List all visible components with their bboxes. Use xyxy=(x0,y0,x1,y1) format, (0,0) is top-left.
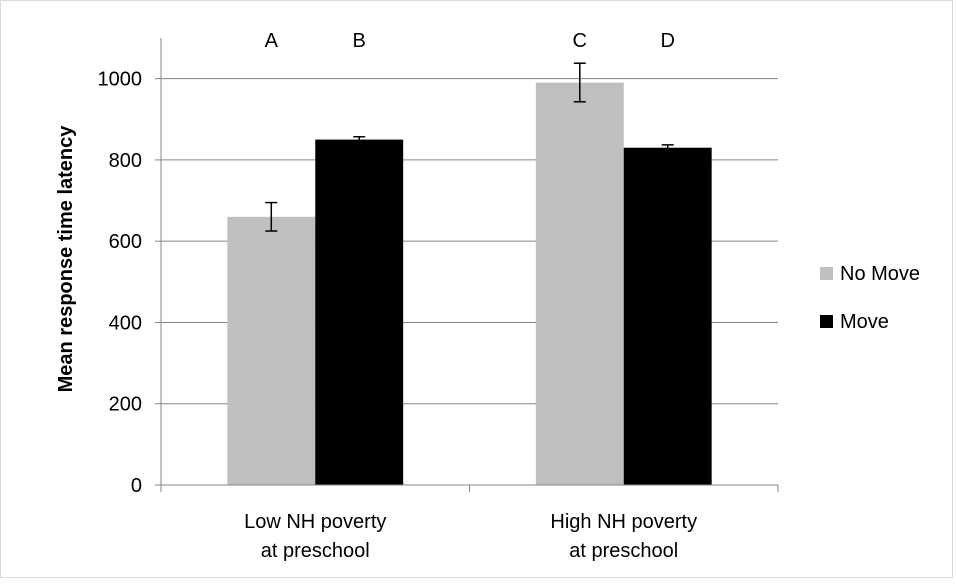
error-bar-move-0 xyxy=(353,135,366,144)
y-tick-label-400: 400 xyxy=(109,312,142,334)
annotation-b: B xyxy=(353,30,366,52)
bars xyxy=(227,82,712,486)
axes xyxy=(155,38,779,492)
legend-swatch xyxy=(820,315,833,328)
annotation-a: A xyxy=(265,30,279,52)
legend-swatch xyxy=(820,267,833,280)
bar-move-1 xyxy=(623,147,712,485)
bar-annotations: A B C D xyxy=(265,30,675,52)
legend-label: Move xyxy=(840,311,889,333)
x-tick-label-line: at preschool xyxy=(569,540,678,562)
x-tick-label-line: Low NH poverty xyxy=(244,511,386,533)
x-tick-label-line: at preschool xyxy=(261,540,370,562)
y-tick-label-800: 800 xyxy=(109,150,142,172)
error-bar-no-move-1 xyxy=(573,62,586,103)
legend-label: No Move xyxy=(840,263,920,285)
annotation-d: D xyxy=(660,30,674,52)
x-tick-label-line: High NH poverty xyxy=(550,511,697,533)
annotation-c: C xyxy=(573,30,587,52)
error-bar-no-move-0 xyxy=(265,201,278,232)
x-tick-label-0: Low NH poverty at preschool xyxy=(244,511,386,562)
y-tick-label-0: 0 xyxy=(131,475,142,497)
y-axis-label: Mean response time latency xyxy=(55,125,77,393)
bar-no-move-0 xyxy=(227,216,316,486)
y-tick-label-200: 200 xyxy=(109,394,142,416)
x-tick-label-1: High NH poverty at preschool xyxy=(550,511,697,562)
legend-item-move: Move xyxy=(820,311,889,333)
legend-item-no-move: No Move xyxy=(820,263,920,285)
legend: No Move Move xyxy=(820,263,920,333)
y-tick-labels: 0 200 400 600 800 1000 xyxy=(98,69,143,497)
bar-no-move-1 xyxy=(535,82,624,485)
y-tick-label-600: 600 xyxy=(109,231,142,253)
bar-move-0 xyxy=(315,139,404,485)
error-bars xyxy=(265,62,674,232)
y-tick-label-1000: 1000 xyxy=(98,69,143,91)
error-bar-move-1 xyxy=(661,144,674,152)
